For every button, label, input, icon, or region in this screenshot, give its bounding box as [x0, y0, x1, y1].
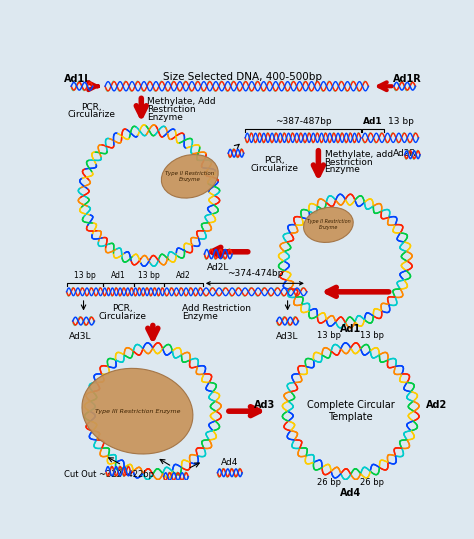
Text: Ad1: Ad1	[111, 271, 126, 280]
Text: Methylate, add: Methylate, add	[325, 150, 392, 159]
Text: Ad1: Ad1	[340, 324, 361, 334]
Text: Ad1R: Ad1R	[393, 74, 421, 84]
Text: 13 bp: 13 bp	[360, 331, 384, 340]
Text: Complete Circular: Complete Circular	[307, 400, 394, 410]
Text: Add Restriction: Add Restriction	[182, 304, 251, 313]
Text: 26 bp: 26 bp	[317, 478, 341, 487]
Text: Ad4: Ad4	[340, 488, 361, 498]
Text: ~387-487bp: ~387-487bp	[274, 118, 331, 126]
Text: Enzyme: Enzyme	[182, 312, 218, 321]
Text: Restriction: Restriction	[325, 158, 373, 167]
Text: PCR,: PCR,	[264, 156, 285, 165]
Text: Restriction: Restriction	[146, 105, 195, 114]
Text: Ad3: Ad3	[254, 400, 275, 410]
Ellipse shape	[303, 207, 353, 243]
Text: PCR,: PCR,	[81, 102, 101, 112]
Text: Type II Restriction
Enzyme: Type II Restriction Enzyme	[165, 171, 214, 182]
Text: 26 bp: 26 bp	[360, 478, 384, 487]
Text: Size Selected DNA, 400-500bp: Size Selected DNA, 400-500bp	[164, 72, 322, 82]
Text: 13 bp: 13 bp	[74, 271, 96, 280]
Text: Ad3L: Ad3L	[276, 332, 299, 341]
Text: Ad2: Ad2	[426, 400, 447, 410]
Text: 13 bp: 13 bp	[388, 118, 413, 126]
Ellipse shape	[161, 155, 218, 198]
Text: Type II Restriction
Enzyme: Type II Restriction Enzyme	[307, 219, 350, 230]
Text: Circularize: Circularize	[98, 312, 146, 321]
Text: Ad2: Ad2	[176, 271, 191, 280]
Text: Ad4: Ad4	[221, 458, 238, 467]
Text: Template: Template	[328, 412, 373, 423]
Text: Ad3L: Ad3L	[68, 332, 91, 341]
Text: Circularize: Circularize	[250, 164, 299, 173]
Text: PCR,: PCR,	[112, 304, 132, 313]
Text: Ad2R: Ad2R	[393, 149, 417, 157]
Text: ~374-474bp: ~374-474bp	[227, 269, 283, 278]
Text: Type III Restriction Enzyme: Type III Restriction Enzyme	[95, 409, 180, 413]
Text: Circularize: Circularize	[67, 110, 115, 119]
Text: Ad1L: Ad1L	[64, 74, 92, 84]
Text: Cut Out ~322 -422bp: Cut Out ~322 -422bp	[64, 470, 154, 479]
Text: Enzyme: Enzyme	[325, 165, 360, 175]
Text: Ad1: Ad1	[363, 118, 382, 126]
Text: 13 bp: 13 bp	[317, 331, 341, 340]
Text: 13 bp: 13 bp	[138, 271, 160, 280]
Text: Methylate, Add: Methylate, Add	[146, 97, 215, 106]
Text: Ad2L: Ad2L	[207, 264, 229, 272]
Text: Enzyme: Enzyme	[146, 113, 182, 121]
Ellipse shape	[82, 368, 193, 454]
